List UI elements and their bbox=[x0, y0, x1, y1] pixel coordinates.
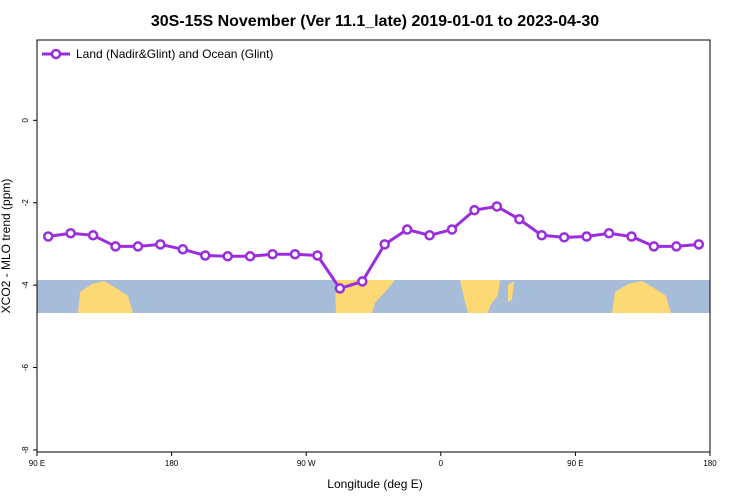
point bbox=[581, 231, 592, 242]
x-tick-label: 90 E bbox=[567, 459, 583, 468]
point bbox=[155, 239, 166, 250]
point bbox=[671, 241, 682, 252]
point bbox=[42, 231, 54, 242]
x-tick-label: 90 W bbox=[297, 459, 316, 468]
y-tick-label: -2 bbox=[21, 199, 30, 207]
point bbox=[267, 248, 278, 260]
x-tick-label: 0 bbox=[439, 459, 444, 468]
point bbox=[401, 224, 413, 235]
point bbox=[536, 230, 547, 241]
point bbox=[558, 232, 570, 243]
map-band bbox=[37, 280, 710, 313]
point bbox=[379, 239, 390, 250]
point bbox=[626, 231, 637, 242]
plot-frame bbox=[36, 39, 711, 453]
x-axis-label: Longitude (deg E) bbox=[327, 477, 422, 491]
point bbox=[514, 213, 525, 225]
point bbox=[334, 283, 346, 294]
point bbox=[132, 241, 144, 252]
x-tick-label: 180 bbox=[703, 459, 717, 468]
point bbox=[222, 251, 233, 262]
point bbox=[357, 276, 368, 287]
y-tick-label: -4 bbox=[21, 281, 30, 289]
point bbox=[491, 201, 503, 212]
x-tick-label: 90 E bbox=[29, 459, 45, 468]
point bbox=[244, 251, 256, 262]
y-tick-label: -8 bbox=[21, 446, 30, 454]
point bbox=[110, 241, 121, 252]
point bbox=[289, 248, 301, 260]
series-line bbox=[47, 204, 699, 291]
x-tick-label: 180 bbox=[165, 459, 179, 468]
legend-marker bbox=[50, 48, 62, 60]
point bbox=[648, 241, 660, 252]
point bbox=[87, 230, 99, 241]
point bbox=[424, 230, 435, 241]
point bbox=[200, 250, 211, 261]
y-axis-label: XCO2 - MLO trend (ppm) bbox=[0, 179, 13, 314]
legend-label: Land (Nadir&Glint) and Ocean (Glint) bbox=[76, 47, 273, 61]
point bbox=[446, 224, 458, 235]
chart-title: 30S-15S November (Ver 11.1_late) 2019-01… bbox=[151, 13, 599, 30]
point bbox=[312, 250, 323, 261]
y-tick-label: -6 bbox=[21, 363, 30, 371]
point bbox=[177, 244, 189, 255]
point bbox=[65, 227, 76, 239]
point bbox=[693, 239, 705, 250]
point bbox=[469, 204, 480, 216]
y-tick-label: 0 bbox=[21, 118, 30, 123]
point bbox=[603, 227, 615, 239]
